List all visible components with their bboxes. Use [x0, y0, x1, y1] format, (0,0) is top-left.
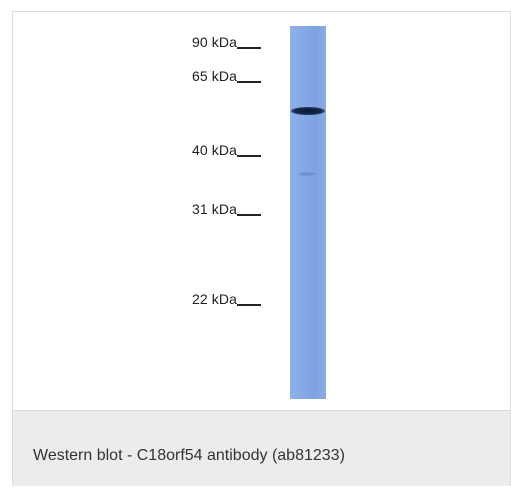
marker-label: 31 kDa: [192, 201, 237, 217]
marker-tick: [236, 155, 261, 157]
blot-lane: [290, 26, 326, 399]
marker-65kda: 65 kDa: [192, 68, 261, 84]
caption-bar: Western blot - C18orf54 antibody (ab8123…: [13, 411, 510, 486]
marker-tick: [236, 47, 261, 49]
marker-label: 90 kDa: [192, 34, 237, 50]
marker-label: 22 kDa: [192, 291, 237, 307]
protein-band: [291, 107, 325, 115]
figure-card: 90 kDa 65 kDa 40 kDa 31 kDa 22 kDa Weste…: [12, 11, 511, 486]
western-blot-image: 90 kDa 65 kDa 40 kDa 31 kDa 22 kDa: [13, 12, 510, 411]
marker-tick: [236, 304, 261, 306]
marker-tick: [236, 214, 261, 216]
figure-caption: Western blot - C18orf54 antibody (ab8123…: [33, 447, 345, 464]
marker-90kda: 90 kDa: [192, 34, 261, 50]
faint-band: [297, 172, 317, 176]
marker-22kda: 22 kDa: [192, 291, 261, 307]
marker-label: 65 kDa: [192, 68, 237, 84]
marker-label: 40 kDa: [192, 142, 237, 158]
marker-31kda: 31 kDa: [192, 201, 261, 217]
marker-tick: [236, 81, 261, 83]
marker-40kda: 40 kDa: [192, 142, 261, 158]
